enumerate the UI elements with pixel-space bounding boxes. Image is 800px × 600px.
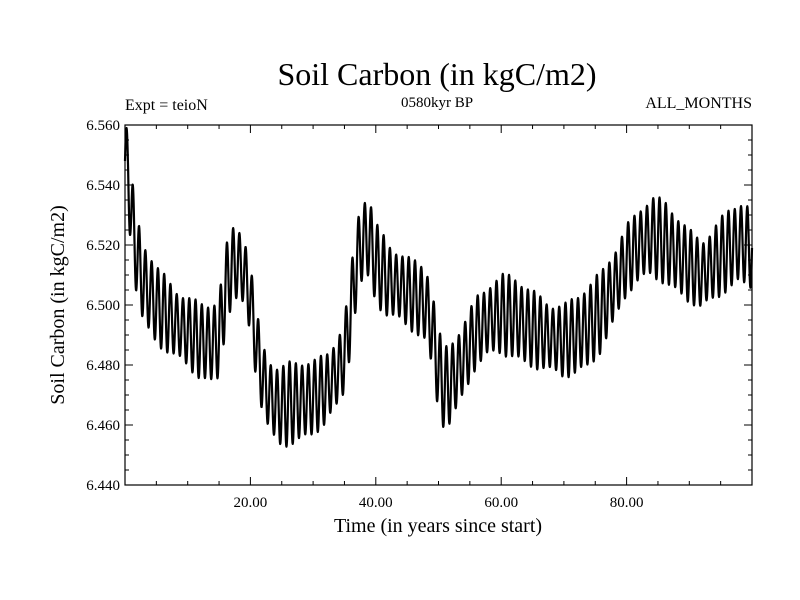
y-tick-label: 6.520 <box>86 238 120 254</box>
x-tick-label: 60.00 <box>484 495 518 511</box>
soil-carbon-series-line <box>123 126 754 448</box>
chart-subtitle: 0580kyr BP <box>401 95 473 111</box>
x-tick-label: 40.00 <box>359 495 393 511</box>
experiment-label: Expt = teioN <box>125 97 208 114</box>
plot-area: 6.440 6.460 6.480 6.500 6.520 6.540 6.560 20.0… <box>86 118 754 511</box>
x-tick-label: 80.00 <box>610 495 644 511</box>
y-tick-label: 6.560 <box>86 118 120 134</box>
y-tick-label: 6.440 <box>86 478 120 494</box>
y-axis-label: Soil Carbon (in kgC/m2) <box>47 205 69 404</box>
y-tick-label: 6.480 <box>86 358 120 374</box>
x-tick-label: 20.00 <box>234 495 268 511</box>
y-tick-label: 6.500 <box>86 298 120 314</box>
y-tick-label: 6.540 <box>86 178 120 194</box>
y-tick-label: 6.460 <box>86 418 120 434</box>
chart-title: Soil Carbon (in kgC/m2) <box>277 56 596 92</box>
x-axis-label: Time (in years since start) <box>334 515 542 537</box>
plot-frame <box>124 124 753 486</box>
x-axis: 20.00 40.00 60.00 80.00 <box>155 125 722 511</box>
months-label: ALL_MONTHS <box>645 95 752 112</box>
